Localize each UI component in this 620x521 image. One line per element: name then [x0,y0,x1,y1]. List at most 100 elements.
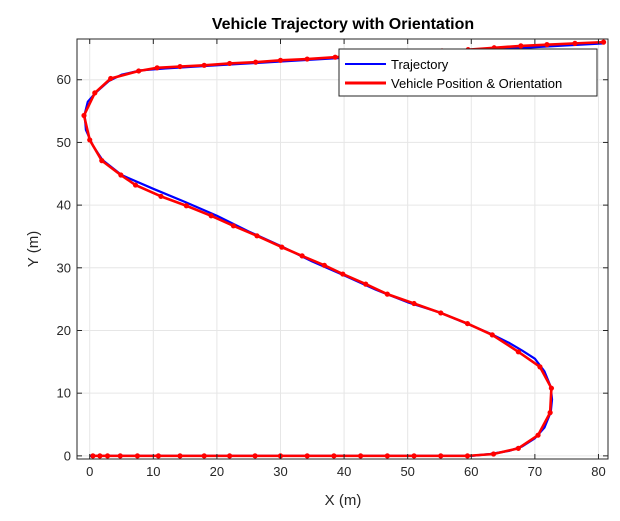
vehicle-position-marker [87,137,93,143]
vehicle-position-marker [548,385,555,391]
vehicle-position-marker [384,291,390,297]
vehicle-position-marker [97,453,103,459]
vehicle-position-marker [201,62,207,68]
legend: Trajectory Vehicle Position & Orientatio… [338,48,598,97]
y-axis-label: Y (m) [25,231,42,267]
orientation-segment [119,173,137,187]
vehicle-position-marker [154,65,160,71]
tick-marks [77,39,608,459]
vehicle-position-marker [92,90,98,96]
legend-label-orientation: Vehicle Position & Orientation [391,76,562,91]
vehicle-position-marker [535,432,541,438]
x-tick-label: 60 [464,464,478,479]
y-tick-label: 0 [64,448,71,463]
orientation-segment [466,452,495,458]
vehicle-position-marker [464,453,471,459]
x-tick-label: 30 [273,464,287,479]
orientation-segment [134,183,163,198]
orientation-segment [536,411,552,437]
orientation-segment [341,272,368,286]
vehicle-position-marker [230,223,237,229]
vehicle-position-marker [489,332,495,338]
x-axis-label: X (m) [325,492,362,509]
plot-background [77,39,608,459]
orientation-segment [88,138,104,162]
orientation-segment [492,447,520,456]
x-tick-label: 40 [337,464,351,479]
y-tick-label: 10 [57,386,71,401]
x-tick-label: 50 [400,464,414,479]
vehicle-position-marker [304,453,310,459]
vehicle-position-marker [201,453,207,459]
tick-labels: 0 10 20 30 40 50 60 70 80 0 10 20 30 40 50 60 [57,72,606,479]
vehicle-position-marker [304,56,310,62]
axes-frame [76,38,609,460]
vehicle-position-marker [600,39,607,45]
vehicle-position-marker [340,271,346,277]
orientation-segment [439,311,469,325]
orientation-segment [466,322,494,337]
series-layer [81,39,607,459]
vehicle-position-marker [177,63,183,70]
vehicle-position-marker [490,451,497,457]
orientation-segment [232,224,259,238]
vehicle-position-marker [515,349,521,355]
vehicle-position-marker [155,453,161,459]
orientation-segment [82,114,92,142]
x-tick-label: 80 [591,464,605,479]
vehicle-position-marker [515,445,521,451]
orientation-segment [517,350,542,369]
vehicle-position-marker [464,320,471,327]
vehicle-position-marker [253,59,259,65]
vehicle-position-marker [279,244,285,250]
orientation-segment [323,263,345,276]
vehicle-position-marker [208,213,214,219]
orientation-segment [185,204,213,218]
vehicle-position-marker [438,310,444,316]
vehicle-position-marker [321,262,327,268]
vehicle-position-marker [299,253,305,259]
vehicle-position-marker [384,453,390,459]
orientation-segment [412,302,443,315]
vehicle-position-marker [227,60,233,67]
orientation-segment [93,77,113,95]
vehicle-position-marker [117,453,123,459]
orientation-segment [82,91,97,117]
orientation-segment [519,43,549,48]
legend-box [338,48,598,97]
vehicle-position-marker [537,364,543,370]
vehicle-position-marker [81,112,87,119]
orientation-segment [364,282,389,296]
vehicle-position-marker [572,40,578,46]
x-tick-label: 0 [86,464,93,479]
orientation-segment [517,433,540,450]
vehicle-position-marker [277,57,284,63]
chart-title: Vehicle Trajectory with Orientation [212,16,474,33]
vehicle-position-marker [158,193,164,199]
vehicle-position-marker [136,68,142,74]
vehicle-position-marker [183,203,189,209]
vehicle-position-marker [90,453,96,459]
y-tick-label: 30 [57,260,71,275]
orientation-segment [159,195,188,208]
orientation-segment [178,64,206,68]
vehicle-position-marker [411,453,417,459]
orientation-segment [202,62,231,67]
vehicle-position-marker [132,182,139,188]
vehicle-position-marker [227,453,233,459]
vehicle-position-marker [358,453,364,459]
orientation-segment [305,55,337,61]
orientation-segment [100,159,123,177]
vehicle-position-marker [252,453,258,459]
orientation-segment [137,66,159,73]
orientation-segment [573,40,605,45]
orientation-segment [155,65,182,70]
vehicle-position-marker [99,158,105,164]
orientation-segment [538,365,553,390]
orientation-segment [228,60,257,65]
vehicle-position-marker [363,281,369,287]
vehicle-position-marker [547,410,553,416]
x-tick-label: 20 [210,464,224,479]
